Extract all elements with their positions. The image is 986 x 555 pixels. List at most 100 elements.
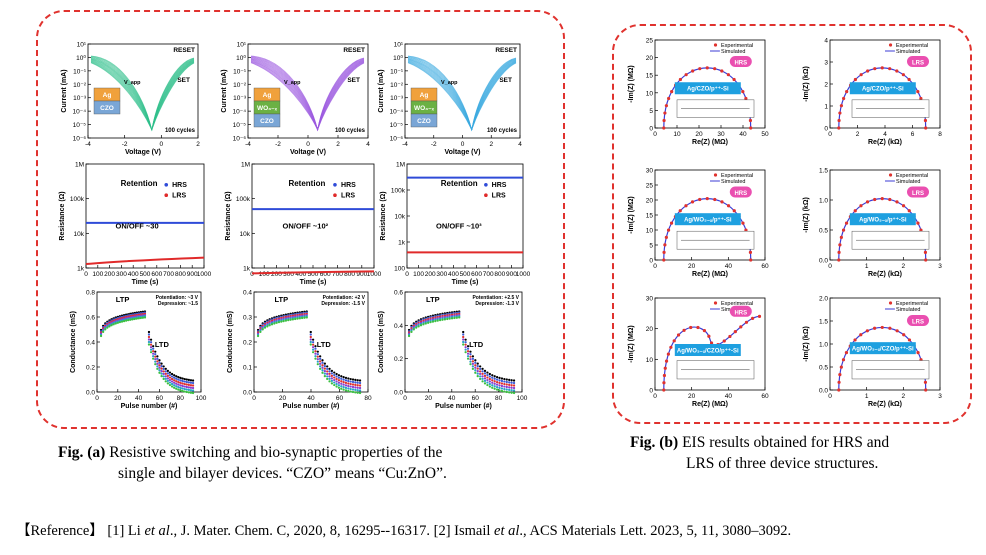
eis-2-xtick-label: 6 [911,131,915,138]
eis-1-exp-point [705,66,709,70]
eis-1-legend-exp: Experimental [721,43,753,49]
eis-6-legend-exp: Experimental [896,301,928,307]
syn-3-series [407,311,516,385]
eis-3-state-label: HRS [734,191,747,197]
eis-5-xlabel: Re(Z) (MΩ) [692,401,728,408]
eis-1-ytick-label: 5 [649,108,653,115]
eis-5-xtick-label: 40 [725,393,733,400]
eis-4-exp-point [837,250,841,255]
ret-2-ytick-label: 1M [241,162,250,169]
syn-2-series [256,310,362,382]
ret-3-xtick-label: 500 [460,271,471,278]
eis-3-exp-point [732,209,736,213]
iv-2-ytick-label: 10⁻¹ [233,68,247,75]
eis-1-ytick-label: 10 [646,90,654,97]
syn-3-depression: Depression: -1.3 V [475,301,519,307]
caption-a-line2: single and bilayer devices. “CZO” means … [118,465,447,482]
ret-1-legend-lrs-marker [164,193,169,197]
reference-etal-1: et al [144,523,170,539]
ret-1-xtick-label: 500 [140,271,151,278]
syn-2-ltp: LTP [275,295,289,304]
ret-3-xtick-label: 700 [483,271,494,278]
eis-1-device-label: Ag/CZO/p⁺⁺-Si [687,86,729,93]
ret-1-lrs-line [85,256,205,266]
iv-3-ytick-label: 10⁻¹ [390,68,404,75]
iv-1-ytick-label: 10⁻⁵ [73,122,87,129]
eis-3-exp-point [705,197,709,201]
iv-1-layer-label: CZO [100,105,114,112]
syn-2-ylabel: Conductance (mS) [227,311,234,373]
ret-3-xtick-label: 200 [425,271,436,278]
iv-1-ytick-label: 10⁻² [73,82,87,89]
iv-2-loop [250,62,365,131]
ret-2-onoff: ON/OFF ~10² [283,221,329,230]
eis-3-exp-point [678,209,682,213]
syn-2-xtick-label: 60 [336,395,344,402]
iv-2-ytick-label: 10⁰ [236,54,246,62]
ret-2-legend-hrs-marker [333,183,337,187]
eis-3-axes: 30 25 20 15 10 5 00 20 40 60 Re(Z) (MΩ) -Im(Z) (MΩ) [628,168,769,279]
eis-4-xtick-label: 0 [828,263,832,270]
eis-2-xlabel: Re(Z) (kΩ) [868,139,902,146]
eis-2-xtick-label: 2 [856,131,860,138]
eis-4-legend-sim: Simulated [896,179,920,185]
eis-2-exp-point [895,69,899,73]
eis-3-exp-point [726,204,731,208]
eis-3-legend-exp: Experimental [721,173,753,179]
eis-2-exp-point [837,118,841,123]
eis-2-xtick-label: 8 [938,131,942,138]
eis-4-exp-point [901,204,906,208]
eis-4-exp-point [873,197,877,202]
eis-4-exp-point [844,221,849,225]
eis-4-device-label: Ag/WO₃₋ₓ/p⁺⁺-Si [859,217,907,224]
reference-1-post: ., J. Mater. Chem. C, 2020, 8, 16295--16… [169,523,495,539]
eis-1-simulated-curve [663,67,752,129]
reference-etal-2: et al [494,523,520,539]
eis-1-xtick-label: 10 [673,131,681,138]
eis-6-axes: 2.0 1.5 1.0 0.5 0.00 1 2 3 Re(Z) (kΩ) -Im(Z) (kΩ) [803,296,942,409]
eis-1-exp-point [749,126,753,130]
ret-3-ytick-label: 100 [394,266,405,273]
ret-3-xtick-label: 1000 [516,271,531,278]
eis-1-exp-point [684,73,688,77]
iv-2-ytick-label: 10⁻² [233,82,247,89]
eis-3-xtick-label: 20 [688,263,696,270]
eis-3-xlabel: Re(Z) (MΩ) [692,271,728,278]
eis-3-exp-point [669,221,674,225]
eis-3-exp-point [662,250,666,255]
ret-1-legend-lrs: LRS [172,192,186,199]
iv-2-xtick-label: 2 [336,141,340,148]
eis-3-exp-point [749,258,753,262]
panel-a-frame [36,10,565,429]
eis-4-xtick-label: 2 [902,263,906,270]
eis-4-exp-point [924,258,928,262]
syn-1-series [99,311,195,385]
syn-2-series [256,311,362,385]
iv-2-layer [253,113,281,128]
eis-3-xtick-label: 60 [761,263,769,270]
reference-1-pre: [1] Li [103,523,145,539]
eis-2-ytick-label: 0 [824,126,828,133]
iv-2-xlabel: Voltage (V) [290,149,326,156]
eis-1-xtick-label: 20 [695,131,703,138]
iv-1-frame [87,43,199,139]
caption-a-line1: Resistive switching and bio-synaptic pro… [105,444,443,461]
syn-3-frame [404,291,523,393]
eis-2-exp-point [837,126,841,130]
iv-3-loop [407,62,517,131]
ret-1-axes: 1M 100k 10k 1k0 100 200 300 400 500 600 700 800 900 1… [59,162,212,287]
eis-5-exp-point [676,333,681,337]
syn-3-series [407,312,516,387]
ret-2-xtick-label: 700 [332,271,343,278]
iv-1-set-label: SET [177,77,190,84]
syn-1-series [99,313,195,390]
syn-1-xtick-label: 40 [135,395,143,402]
eis-1-exp-point [670,90,674,94]
eis-4-legend-exp: Experimental [896,173,928,179]
eis-1-exp-point [663,111,667,115]
eis-4-state-label: LRS [912,191,924,197]
iv-3-ytick-label: 10⁻³ [390,95,404,102]
eis-1-state-label: HRS [734,61,747,67]
syn-3-axes: 0.6 0.4 0.2 0.00 20 40 60 80 100 Pulse number (#)… [378,290,528,411]
